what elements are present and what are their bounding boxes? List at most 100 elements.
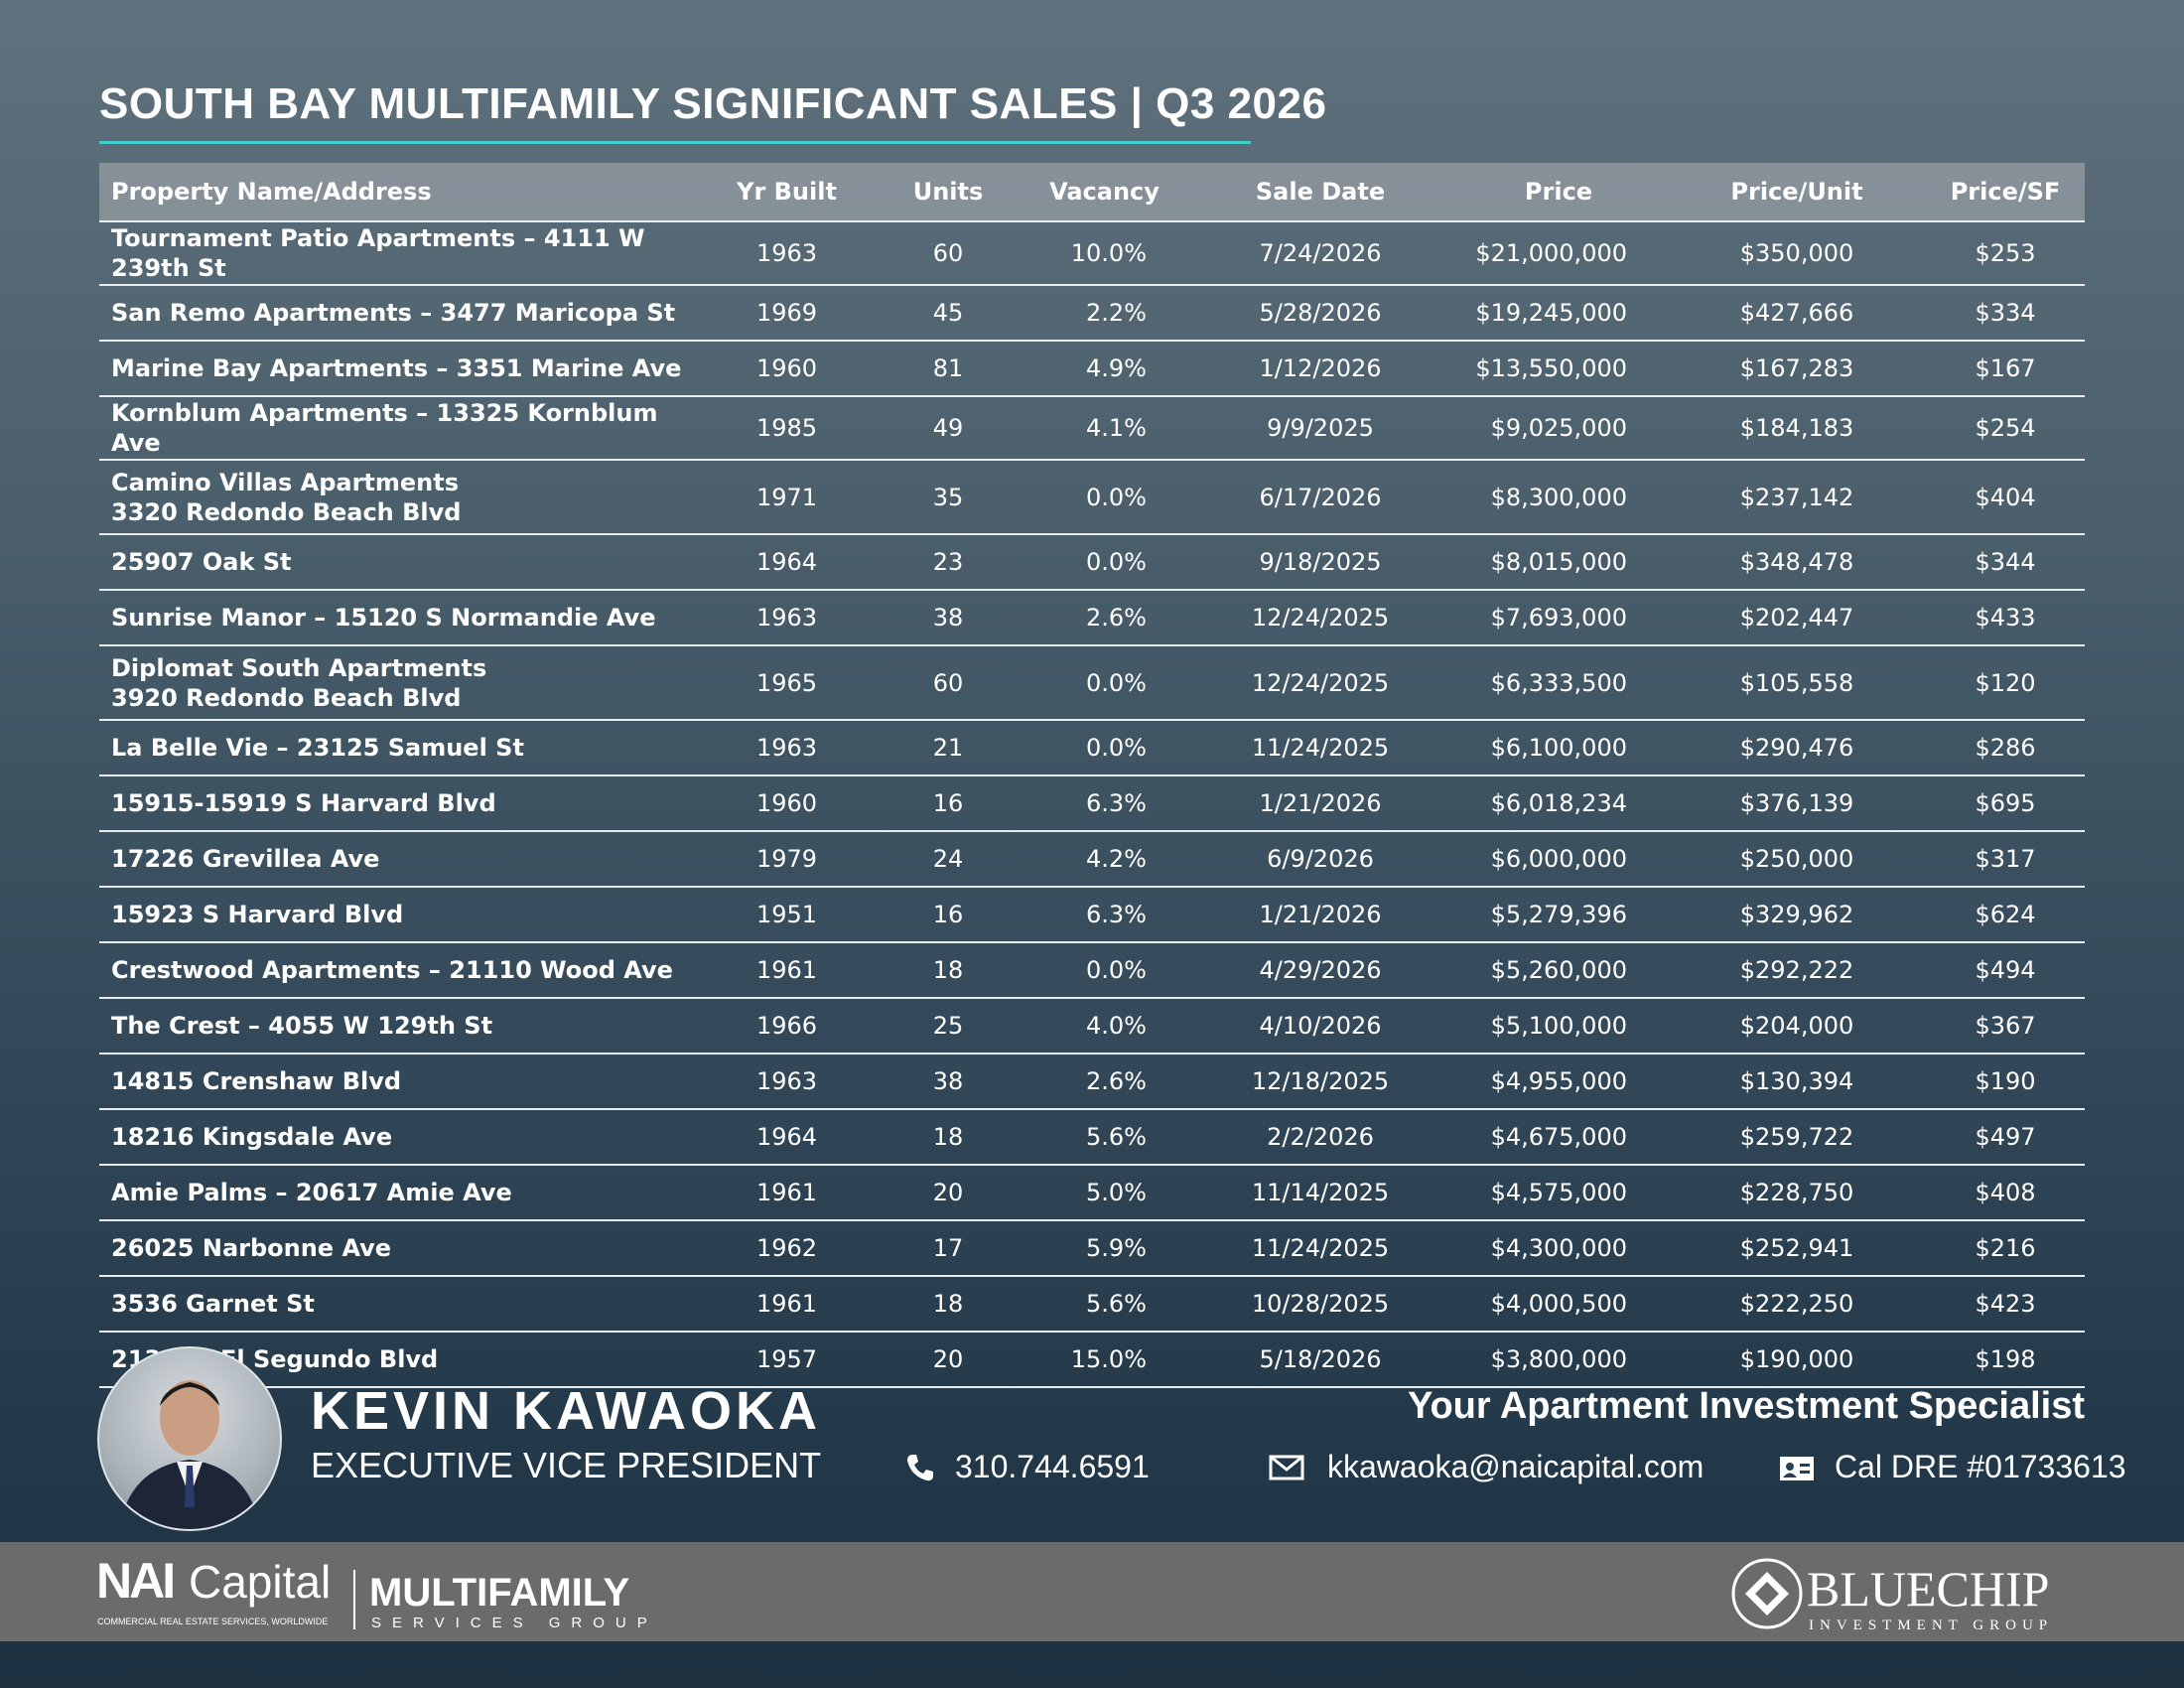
table-cell: $408 xyxy=(1926,1165,2085,1221)
table-cell: 12/24/2025 xyxy=(1191,590,1449,646)
table-row: 15915-15919 S Harvard Blvd 1960 16 6.3% 1/21… xyxy=(99,775,2085,832)
table-cell: 0.0% xyxy=(1018,645,1191,721)
table-cell: 5/18/2026 xyxy=(1191,1332,1449,1388)
card-line xyxy=(1800,1471,1810,1474)
table-cell: $404 xyxy=(1926,460,2085,535)
table-row: San Remo Apartments – 3477 Maricopa St 19… xyxy=(99,285,2085,342)
table-cell: 1966 xyxy=(695,998,879,1055)
table-cell: 12/18/2025 xyxy=(1191,1054,1449,1110)
table-cell: $253 xyxy=(1926,221,2085,286)
table-cell: $5,260,000 xyxy=(1449,942,1668,999)
table-cell: 5.6% xyxy=(1018,1276,1191,1333)
face xyxy=(160,1380,219,1456)
table-cell: 1962 xyxy=(695,1220,879,1277)
table-cell: 7/24/2026 xyxy=(1191,221,1449,286)
phone-icon xyxy=(907,1455,933,1481)
property-line: Tournament Patio Apartments – 4111 W 239… xyxy=(111,224,645,282)
table-cell: $367 xyxy=(1926,998,2085,1055)
property-cell: 18216 Kingsdale Ave xyxy=(99,1109,695,1166)
column-header: Yr Built xyxy=(695,163,879,222)
property-line: Camino Villas Apartments xyxy=(111,468,460,496)
table-cell: $286 xyxy=(1926,720,2085,776)
property-cell: Marine Bay Apartments – 3351 Marine Ave xyxy=(99,341,695,397)
table-cell: 1964 xyxy=(695,534,879,591)
bluechip-inner xyxy=(1755,1582,1779,1606)
table-cell: $497 xyxy=(1926,1109,2085,1166)
column-header: Vacancy xyxy=(1018,163,1191,222)
table-cell: 2/2/2026 xyxy=(1191,1109,1449,1166)
table-row: Amie Palms – 20617 Amie Ave 1961 20 5.0% 11/… xyxy=(99,1165,2085,1221)
table-cell: 10/28/2025 xyxy=(1191,1276,1449,1333)
table-cell: $190 xyxy=(1926,1054,2085,1110)
table-cell: 25 xyxy=(879,998,1018,1055)
column-header: Price xyxy=(1449,163,1668,222)
table-cell: 38 xyxy=(879,590,1018,646)
table-row: Sunrise Manor – 15120 S Normandie Ave 196… xyxy=(99,590,2085,646)
property-line: Marine Bay Apartments – 3351 Marine Ave xyxy=(111,354,682,382)
table-cell: 10.0% xyxy=(1018,221,1191,286)
table-cell: 6/17/2026 xyxy=(1191,460,1449,535)
table-cell: $198 xyxy=(1926,1332,2085,1388)
table-row: 17226 Grevillea Ave 1979 24 4.2% 6/9/2026 $6,… xyxy=(99,831,2085,888)
table-row: 15923 S Harvard Blvd 1951 16 6.3% 1/21/2026 $… xyxy=(99,887,2085,943)
property-line: 25907 Oak St xyxy=(111,548,292,576)
table-cell: 1965 xyxy=(695,645,879,721)
envelope xyxy=(1269,1455,1304,1480)
photo-figure xyxy=(119,1380,260,1529)
table-cell: $190,000 xyxy=(1668,1332,1926,1388)
table-cell: $254 xyxy=(1926,396,2085,461)
table-cell: $250,000 xyxy=(1668,831,1926,888)
table-cell: 16 xyxy=(879,775,1018,832)
title-underline xyxy=(99,141,1251,144)
card-head xyxy=(1786,1463,1794,1471)
property-cell: 26025 Narbonne Ave xyxy=(99,1220,695,1277)
table-cell: 5/28/2026 xyxy=(1191,285,1449,342)
table-cell: 1969 xyxy=(695,285,879,342)
table-cell: 6.3% xyxy=(1018,775,1191,832)
sales-table: Property Name/Address Yr Built Units Vacanc… xyxy=(99,163,2085,1388)
table-cell: $6,000,000 xyxy=(1449,831,1668,888)
table-cell: 18 xyxy=(879,1276,1018,1333)
table-cell: $6,333,500 xyxy=(1449,645,1668,721)
property-cell: Kornblum Apartments – 13325 Kornblum Ave xyxy=(99,396,695,461)
property-line: 15915-15919 S Harvard Blvd xyxy=(111,789,496,817)
table-cell: 1961 xyxy=(695,1276,879,1333)
table-cell: $237,142 xyxy=(1668,460,1926,535)
table-cell: 2.6% xyxy=(1018,1054,1191,1110)
table-cell: 0.0% xyxy=(1018,534,1191,591)
table-cell: $6,100,000 xyxy=(1449,720,1668,776)
property-line: Sunrise Manor – 15120 S Normandie Ave xyxy=(111,604,656,632)
table-cell: 1961 xyxy=(695,1165,879,1221)
table-cell: 12/24/2025 xyxy=(1191,645,1449,721)
table-cell: $4,675,000 xyxy=(1449,1109,1668,1166)
table-cell: 11/24/2025 xyxy=(1191,720,1449,776)
table-row: The Crest – 4055 W 129th St 1966 25 4.0% 4/1… xyxy=(99,998,2085,1055)
table-row: 14815 Crenshaw Blvd 1963 38 2.6% 12/18/2025 $… xyxy=(99,1054,2085,1110)
table-cell: $334 xyxy=(1926,285,2085,342)
table-cell: $6,018,234 xyxy=(1449,775,1668,832)
table-cell: 1/21/2026 xyxy=(1191,775,1449,832)
phone-shape xyxy=(907,1455,933,1481)
property-line: 26025 Narbonne Ave xyxy=(111,1234,392,1262)
table-cell: 5.9% xyxy=(1018,1220,1191,1277)
table-cell: 4/10/2026 xyxy=(1191,998,1449,1055)
table-cell: 4.9% xyxy=(1018,341,1191,397)
table-cell: $423 xyxy=(1926,1276,2085,1333)
card-line xyxy=(1800,1464,1810,1467)
table-cell: 1/21/2026 xyxy=(1191,887,1449,943)
table-body: Tournament Patio Apartments – 4111 W 239… xyxy=(99,221,2085,1388)
table-cell: $167,283 xyxy=(1668,341,1926,397)
property-cell: Tournament Patio Apartments – 4111 W 239… xyxy=(99,221,695,286)
license-icon xyxy=(1780,1457,1814,1480)
table-cell: $344 xyxy=(1926,534,2085,591)
column-header: Price/Unit xyxy=(1668,163,1926,222)
hair xyxy=(160,1382,219,1406)
table-cell: 16 xyxy=(879,887,1018,943)
property-cell: Camino Villas Apartments 3320 Redondo Bea… xyxy=(99,460,695,535)
property-cell: 15915-15919 S Harvard Blvd xyxy=(99,775,695,832)
table-cell: $494 xyxy=(1926,942,2085,999)
column-header: Units xyxy=(879,163,1018,222)
table-row: 18216 Kingsdale Ave 1964 18 5.6% 2/2/2026 $4,… xyxy=(99,1109,2085,1166)
table-cell: 18 xyxy=(879,1109,1018,1166)
table-cell: 1963 xyxy=(695,590,879,646)
